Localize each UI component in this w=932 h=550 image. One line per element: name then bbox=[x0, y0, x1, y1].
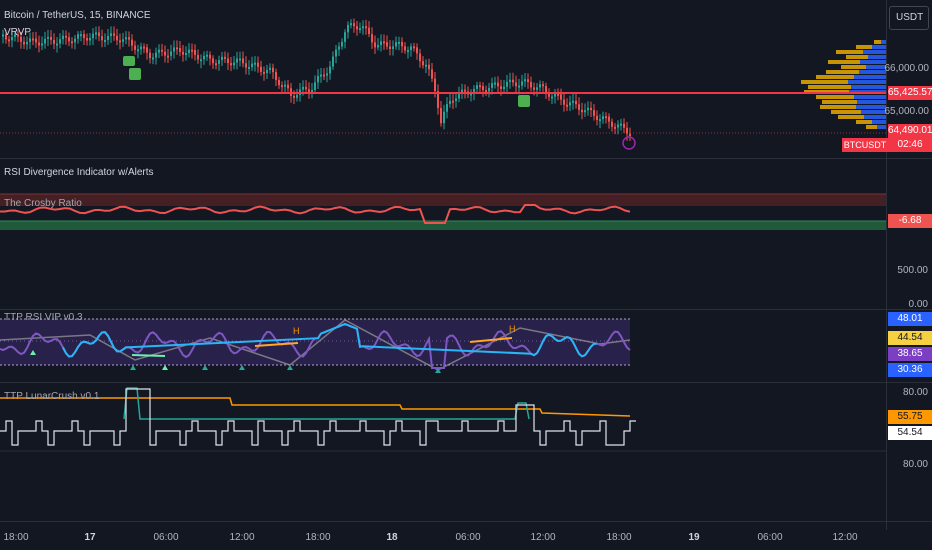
rsi-value-badge: 44.54 bbox=[888, 331, 932, 345]
crosby-value-badge: -6.68 bbox=[888, 214, 932, 228]
rsi-marker-h: H bbox=[509, 324, 516, 334]
price-chart bbox=[0, 18, 886, 150]
vrvp-label[interactable]: VRVP bbox=[4, 27, 32, 38]
empty-pane-tick: 0.00 bbox=[908, 299, 928, 310]
symbol-tag: BTCUSDT bbox=[842, 138, 888, 152]
time-label: 06:00 bbox=[757, 532, 783, 543]
time-label: 18:00 bbox=[606, 532, 632, 543]
countdown: 02:46 bbox=[888, 138, 932, 152]
rsi-divergence-line bbox=[469, 337, 513, 343]
time-label: 17 bbox=[84, 532, 96, 543]
time-label: 06:00 bbox=[153, 532, 179, 543]
crosby-chart bbox=[0, 193, 886, 230]
alert-icon bbox=[622, 136, 636, 150]
lunarcrush-green-spike bbox=[123, 387, 530, 420]
lunarcrush-tick: 80.00 bbox=[902, 387, 928, 398]
crosby-line bbox=[0, 204, 631, 224]
line-price-badge: 65,425.57 bbox=[888, 86, 932, 100]
price-pane[interactable]: Bitcoin / TetherUS, 15, BINANCE VRVP bbox=[0, 0, 886, 158]
time-label: 18:00 bbox=[305, 532, 331, 543]
rsi-vip-pane[interactable]: TTP RSI VIP v0.3 H H bbox=[0, 310, 886, 382]
lunarcrush-white-line bbox=[0, 388, 636, 446]
rsi-divergence-line bbox=[254, 342, 299, 347]
lunarcrush-orange-line bbox=[0, 397, 631, 417]
volume-profile bbox=[801, 40, 886, 129]
lunarcrush-title[interactable]: TTP LunarCrush v0.1 bbox=[4, 391, 100, 402]
lunarcrush-value-badge: 55.75 bbox=[888, 410, 932, 424]
crosby-upper-band bbox=[0, 194, 886, 206]
currency-button[interactable]: USDT bbox=[889, 6, 929, 30]
lunarcrush-tick: 80.00 bbox=[902, 459, 928, 470]
time-label: 12:00 bbox=[229, 532, 255, 543]
rsi-value-badge: 48.01 bbox=[888, 312, 932, 326]
price-tick: 66,000.00 bbox=[884, 63, 930, 74]
time-axis-border bbox=[0, 521, 932, 522]
rsi-value-badge: 30.36 bbox=[888, 363, 932, 377]
rsi-divergence-title[interactable]: RSI Divergence Indicator w/Alerts bbox=[4, 167, 154, 178]
rsi-value-badge: 38.65 bbox=[888, 347, 932, 361]
rsi-band bbox=[0, 319, 630, 365]
time-label: 12:00 bbox=[832, 532, 858, 543]
time-label: 18:00 bbox=[3, 532, 29, 543]
currency-button-label: USDT bbox=[896, 12, 924, 23]
price-axis[interactable]: USDT 66,000.00 65,000.00 bbox=[884, 0, 932, 530]
buy-signal-marker bbox=[129, 68, 141, 80]
symbol-title[interactable]: Bitcoin / TetherUS, 15, BINANCE bbox=[4, 10, 151, 21]
rsi-markers bbox=[30, 350, 441, 373]
crosby-pane[interactable]: The Crosby Ratio bbox=[0, 190, 886, 234]
lunarcrush-pane[interactable]: TTP LunarCrush v0.1 bbox=[0, 383, 886, 463]
rsi-divergence-line bbox=[131, 354, 166, 357]
pane-separator[interactable] bbox=[0, 382, 932, 383]
time-label: 12:00 bbox=[530, 532, 556, 543]
rsi-zigzag bbox=[0, 319, 631, 371]
crosby-title[interactable]: The Crosby Ratio bbox=[4, 198, 82, 209]
time-label: 18 bbox=[386, 532, 398, 543]
time-label: 19 bbox=[688, 532, 700, 543]
price-tick: 65,000.00 bbox=[884, 106, 930, 117]
lunarcrush-chart bbox=[0, 387, 886, 452]
time-label: 06:00 bbox=[455, 532, 481, 543]
candles bbox=[2, 18, 631, 141]
pane-separator[interactable] bbox=[0, 158, 932, 159]
rsi-marker-h: H bbox=[293, 326, 300, 336]
buy-signal-marker bbox=[123, 56, 135, 66]
rsi-line-highlight bbox=[62, 322, 598, 358]
rsi-vip-title[interactable]: TTP RSI VIP v0.3 bbox=[4, 312, 83, 323]
rsi-vip-chart bbox=[0, 318, 631, 373]
pane-separator[interactable] bbox=[0, 309, 932, 310]
lunarcrush-value-badge: 54.54 bbox=[888, 426, 932, 440]
crosby-lower-band bbox=[0, 221, 886, 230]
time-axis[interactable] bbox=[0, 522, 886, 550]
buy-signal-marker bbox=[518, 95, 530, 107]
last-price-badge: 64,490.01 bbox=[888, 124, 932, 138]
empty-pane-tick: 500.00 bbox=[897, 265, 928, 276]
